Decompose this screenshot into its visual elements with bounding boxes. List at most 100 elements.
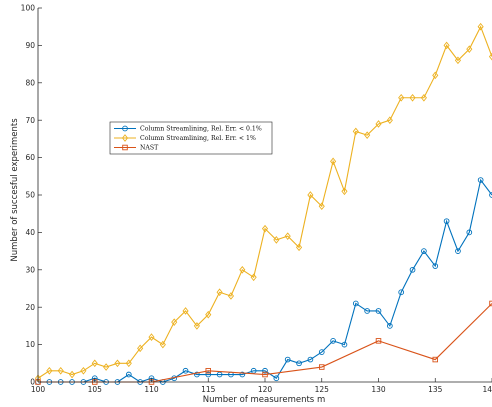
y-tick-label: 20: [25, 303, 35, 312]
x-tick-label: 120: [258, 385, 273, 394]
data-point: [387, 323, 393, 329]
data-point: [398, 93, 405, 102]
series-line: [37, 25, 492, 379]
data-point: [307, 356, 314, 363]
plot-background: [38, 8, 492, 382]
data-point: [386, 116, 393, 125]
y-tick-label: 50: [25, 191, 35, 200]
data-point: [125, 371, 132, 378]
x-tick-label: 110: [144, 385, 159, 394]
data-point: [341, 187, 348, 196]
y-tick-label: 10: [25, 340, 35, 349]
data-point: [284, 232, 291, 240]
data-point: [466, 229, 473, 236]
data-point: [80, 366, 87, 375]
data-point: [364, 308, 371, 314]
data-point: [432, 356, 439, 363]
legend-label: Column Streamlining, Rel. Err. < 0.1%: [140, 126, 262, 133]
data-point: [137, 344, 144, 353]
legend-label: Column Streamlining, Rel. Err. < 1%: [140, 135, 256, 142]
data-point: [307, 191, 314, 199]
data-point: [227, 292, 235, 300]
data-point: [273, 236, 280, 244]
legend-item: NAST: [114, 145, 159, 152]
x-tick-label: 100: [31, 385, 46, 394]
x-tick-label: 105: [88, 385, 103, 394]
data-point: [182, 367, 189, 374]
series-2: [34, 22, 492, 383]
legend-item: Column Streamlining, Rel. Err. < 1%: [114, 134, 256, 142]
data-point: [341, 341, 348, 348]
data-point: [432, 71, 439, 80]
data-point: [489, 300, 492, 307]
y-tick-label: 100: [21, 4, 36, 13]
data-point: [375, 338, 382, 344]
x-axis-label: Number of measurements m: [203, 395, 325, 405]
data-point: [239, 371, 246, 378]
data-point: [477, 22, 484, 31]
data-point: [194, 371, 200, 378]
y-tick-label: 70: [25, 116, 35, 125]
data-point: [455, 248, 461, 254]
x-tick-label: 115: [201, 385, 216, 394]
data-point: [103, 363, 110, 371]
y-tick-label: 60: [25, 153, 35, 162]
y-tick-label: 80: [25, 78, 35, 87]
x-tick-label: 125: [315, 385, 330, 394]
data-point: [205, 310, 212, 319]
data-point: [182, 307, 189, 315]
data-point: [443, 41, 450, 50]
data-point: [57, 366, 64, 375]
legend-item: Column Streamlining, Rel. Err. < 0.1%: [114, 125, 262, 133]
data-point: [318, 349, 325, 355]
data-point: [193, 322, 200, 330]
data-point: [319, 364, 325, 370]
data-point: [91, 359, 98, 368]
y-axis-label: Number of succesful experiments: [10, 118, 20, 262]
data-point: [409, 266, 416, 273]
legend-marker: [122, 144, 128, 151]
data-point: [398, 289, 405, 296]
legend-marker: [121, 134, 129, 142]
data-point: [125, 359, 132, 368]
data-point: [421, 248, 427, 254]
axes-layer: 100 105 110 115 120 125 130 135 1401020304050607…: [21, 4, 492, 394]
legend-label: NAST: [140, 145, 159, 152]
data-point: [466, 45, 473, 53]
data-point: [488, 52, 492, 61]
data-point: [148, 333, 155, 341]
data-point: [261, 224, 269, 233]
data-point: [432, 263, 439, 269]
data-point: [318, 202, 325, 211]
data-point: [239, 265, 246, 274]
data-point: [352, 300, 359, 307]
data-point: [159, 340, 166, 349]
data-point: [46, 366, 53, 375]
data-point: [114, 359, 121, 368]
data-point: [330, 157, 337, 166]
data-point: [330, 338, 336, 344]
x-tick-label: 130: [371, 385, 386, 394]
legend: Column Streamlining, Rel. Err. < 0.1% Col…: [109, 121, 273, 155]
data-point: [250, 273, 257, 282]
data-point: [262, 367, 268, 374]
data-point: [364, 131, 371, 139]
data-point: [216, 371, 223, 378]
data-point: [68, 370, 76, 379]
y-tick-label: 90: [25, 41, 35, 50]
data-point: [216, 288, 223, 297]
data-point: [352, 127, 359, 136]
data-point: [477, 177, 484, 183]
data-point: [295, 243, 303, 252]
y-tick-label: 40: [25, 228, 35, 237]
data-point: [273, 375, 280, 382]
data-point: [409, 93, 416, 102]
data-point: [454, 56, 462, 65]
data-point: [262, 371, 268, 378]
data-point: [205, 371, 212, 378]
plot-area: [38, 8, 492, 382]
legend-box: [109, 121, 273, 155]
data-point: [296, 360, 302, 367]
x-tick-label: 135: [428, 385, 443, 394]
